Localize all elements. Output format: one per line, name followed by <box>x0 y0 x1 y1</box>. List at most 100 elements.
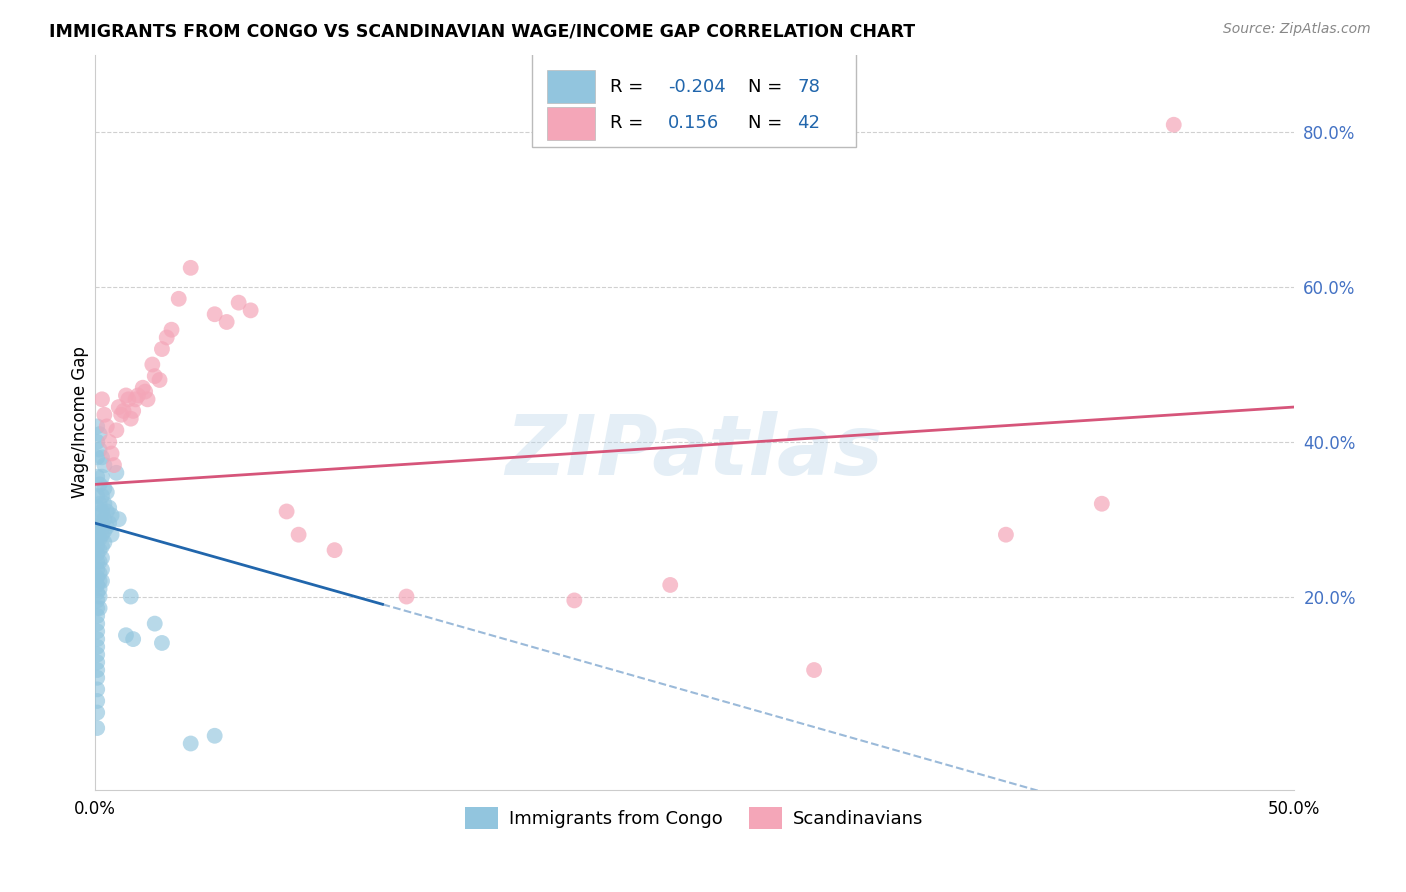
Point <box>86 706 108 720</box>
Point <box>86 632 108 646</box>
Point <box>107 512 129 526</box>
Point <box>105 423 128 437</box>
Point <box>98 434 121 449</box>
Point <box>93 408 115 422</box>
Point <box>228 295 250 310</box>
Point <box>96 485 118 500</box>
Point <box>86 721 108 735</box>
Point <box>86 539 108 553</box>
Point <box>86 434 108 449</box>
Bar <box>547 106 595 140</box>
Point <box>323 543 346 558</box>
Point <box>89 532 111 546</box>
Point <box>93 535 115 549</box>
Point <box>91 450 114 465</box>
Point <box>91 550 114 565</box>
Point <box>89 574 111 588</box>
Point <box>127 388 149 402</box>
Point <box>86 648 108 662</box>
Point <box>150 342 173 356</box>
Point <box>143 369 166 384</box>
Point <box>134 384 156 399</box>
Point <box>89 601 111 615</box>
Point <box>86 624 108 639</box>
Point <box>96 520 118 534</box>
Bar <box>533 48 856 147</box>
Point <box>86 663 108 677</box>
Point <box>96 504 118 518</box>
Text: N =: N = <box>748 114 789 133</box>
Point <box>120 590 142 604</box>
Point <box>122 632 145 646</box>
Point <box>136 392 159 407</box>
Text: IMMIGRANTS FROM CONGO VS SCANDINAVIAN WAGE/INCOME GAP CORRELATION CHART: IMMIGRANTS FROM CONGO VS SCANDINAVIAN WA… <box>49 22 915 40</box>
Point <box>86 671 108 685</box>
Point <box>86 500 108 515</box>
Point <box>86 616 108 631</box>
Point <box>395 590 418 604</box>
Point <box>148 373 170 387</box>
Point <box>204 307 226 321</box>
Point <box>115 628 138 642</box>
Bar <box>547 70 595 103</box>
Point <box>91 574 114 588</box>
Point <box>160 323 183 337</box>
Point <box>86 570 108 584</box>
Point <box>86 419 108 434</box>
Point <box>156 330 179 344</box>
Point <box>124 392 146 407</box>
Point <box>143 616 166 631</box>
Text: ZIPatlas: ZIPatlas <box>505 411 883 492</box>
Point <box>86 682 108 697</box>
Point <box>86 655 108 669</box>
Point <box>105 466 128 480</box>
Text: 42: 42 <box>797 114 820 133</box>
Point <box>91 527 114 541</box>
Text: 0.156: 0.156 <box>668 114 718 133</box>
Point <box>112 404 135 418</box>
Point <box>86 601 108 615</box>
Point <box>86 516 108 530</box>
Point <box>93 512 115 526</box>
Point <box>91 539 114 553</box>
Point <box>96 419 118 434</box>
Point <box>215 315 238 329</box>
Point <box>103 458 125 472</box>
Point <box>89 555 111 569</box>
Y-axis label: Wage/Income Gap: Wage/Income Gap <box>72 347 89 499</box>
Point <box>91 489 114 503</box>
Point <box>91 516 114 530</box>
Point <box>98 500 121 515</box>
Point <box>86 547 108 561</box>
Point <box>89 543 111 558</box>
Point <box>1163 118 1185 132</box>
Point <box>86 555 108 569</box>
Point <box>91 562 114 576</box>
Point <box>93 497 115 511</box>
Point <box>86 608 108 623</box>
Point <box>287 527 309 541</box>
Point <box>86 585 108 599</box>
Point <box>89 520 111 534</box>
Point <box>86 562 108 576</box>
Point <box>86 524 108 538</box>
Point <box>89 508 111 523</box>
Point <box>150 636 173 650</box>
Point <box>239 303 262 318</box>
Point <box>89 427 111 442</box>
Text: -0.204: -0.204 <box>668 78 725 95</box>
Text: N =: N = <box>748 78 789 95</box>
Point <box>86 694 108 708</box>
Point <box>89 477 111 491</box>
Point <box>115 388 138 402</box>
Point <box>91 392 114 407</box>
Point <box>994 527 1017 541</box>
Point <box>86 489 108 503</box>
Point <box>98 516 121 530</box>
Point <box>276 504 298 518</box>
Point <box>93 458 115 472</box>
Point <box>93 481 115 495</box>
Point <box>89 497 111 511</box>
Point <box>120 411 142 425</box>
Point <box>659 578 682 592</box>
